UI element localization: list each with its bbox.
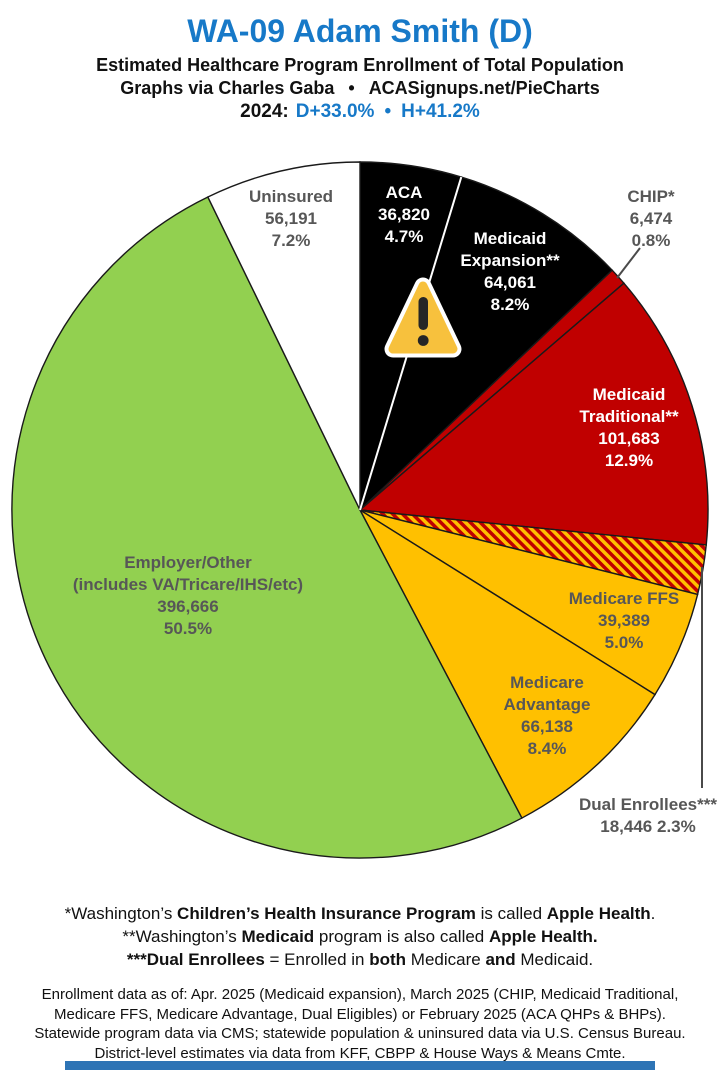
slice-label-employer-other: Employer/Other (includes VA/Tricare/IHS/e… xyxy=(72,553,304,638)
pie-slice-medicaid-traditional xyxy=(358,282,709,546)
chip-leader-line xyxy=(616,247,641,279)
footnotes: *Washington’s Children’s Health Insuranc… xyxy=(0,902,720,971)
pie-slice-medicare-advantage xyxy=(358,508,656,820)
partisan-house-lean: H+41.2% xyxy=(401,101,480,122)
footer-accent-bar xyxy=(65,1061,655,1070)
slice-label-chip: CHIP* 6,474 0.8% xyxy=(627,187,675,250)
slice-label-uninsured: Uninsured 56,191 7.2% xyxy=(248,187,334,250)
footnote-medicaid: **Washington’s Medicaid program is also … xyxy=(122,927,598,946)
source-note: Enrollment data as of: Apr. 2025 (Medica… xyxy=(34,986,686,1062)
pie-slice-employer-other xyxy=(11,196,523,859)
slice-label-medicare-ffs: Medicare FFS 39,389 5.0% xyxy=(568,589,680,652)
slice-label-medicaid-traditional: Medicaid Traditional** 101,683 12.9% xyxy=(579,385,679,470)
footnote-dual: ***Dual Enrollees = Enrolled in both Med… xyxy=(126,950,594,969)
credit-site: ACASignups.net/PieCharts xyxy=(368,78,600,98)
bullet-separator: • xyxy=(348,78,355,98)
chart-subtitle: Estimated Healthcare Program Enrollment … xyxy=(96,55,624,75)
slice-label-medicaid-expansion: Medicaid Expansion** 64,061 8.2% xyxy=(460,229,560,314)
page-title: WA-09 Adam Smith (D) xyxy=(187,13,533,49)
pie-slice-medicaid-expansion xyxy=(358,176,614,513)
header: WA-09 Adam Smith (D) Estimated Healthcar… xyxy=(0,12,720,124)
partisan-lean-line: 2024: D+33.0% • H+41.2% xyxy=(0,100,720,124)
slice-label-medicare-advantage: Medicare Advantage 66,138 8.4% xyxy=(503,673,591,758)
partisan-year: 2024: xyxy=(240,101,289,122)
slice-label-dual-enrollees: Dual Enrollees*** 18,446 2.3% xyxy=(579,795,717,836)
credit-line: Graphs via Charles Gaba • ACASignups.net/P… xyxy=(0,77,720,100)
warning-icon xyxy=(384,277,462,358)
bullet-separator: • xyxy=(384,101,392,122)
pie-slice-uninsured xyxy=(206,161,361,511)
footnote-chip: *Washington’s Children’s Health Insuranc… xyxy=(64,904,656,923)
credit-author: Graphs via Charles Gaba xyxy=(120,78,335,98)
slice-label-aca: ACA 36,820 4.7% xyxy=(378,183,430,246)
partisan-dem-lean: D+33.0% xyxy=(295,101,375,122)
